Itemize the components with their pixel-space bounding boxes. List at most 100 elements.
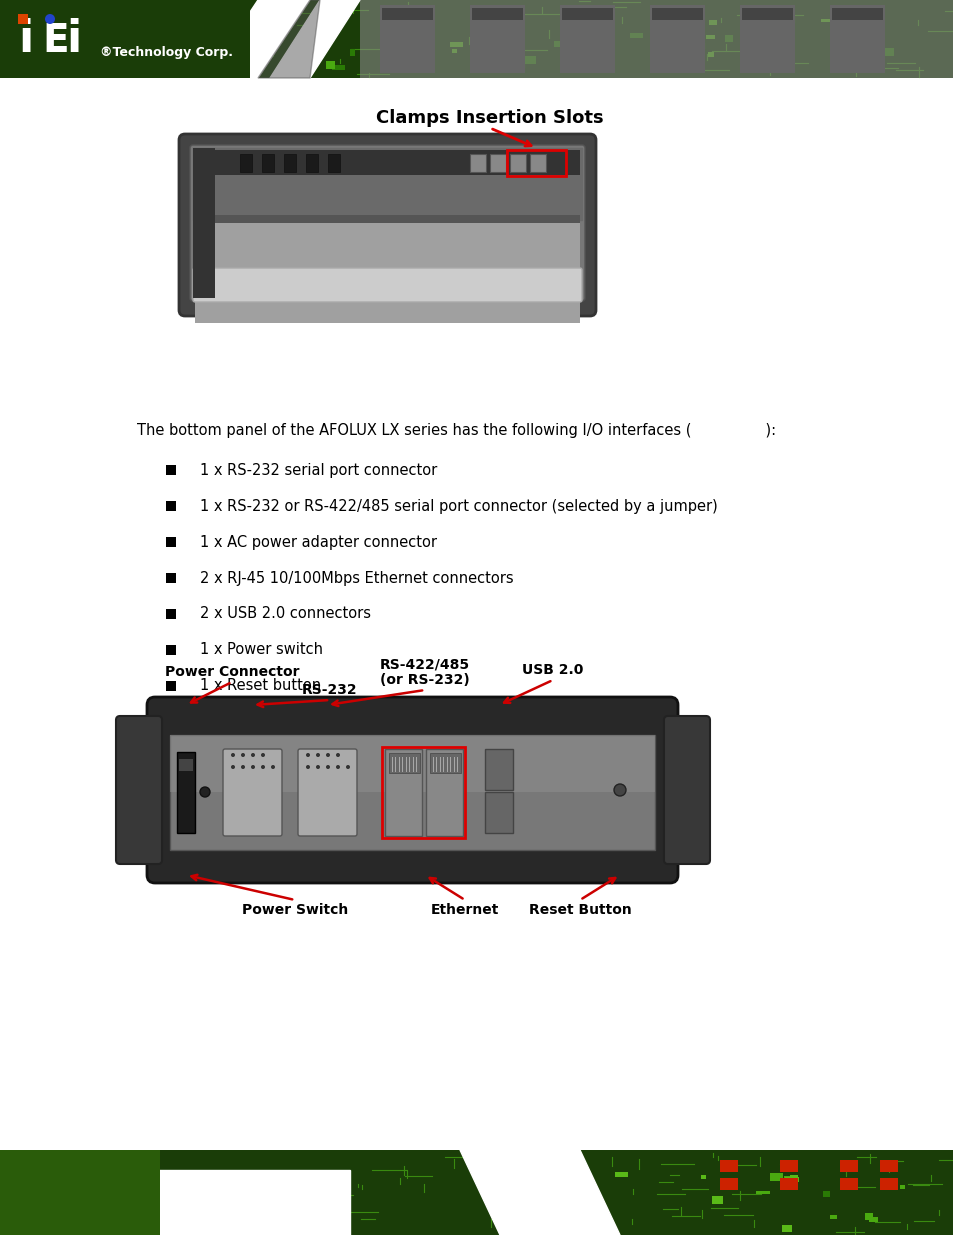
Bar [484,748,513,790]
Bar [629,33,642,37]
Bar [829,1215,836,1219]
Bar [769,1173,782,1181]
Text: USB 2.0: USB 2.0 [521,663,583,677]
Bar [546,1221,551,1225]
Bar [18,14,28,23]
Bar [879,1178,897,1191]
Bar [821,19,834,22]
Bar [602,57,610,64]
Bar [262,154,274,172]
Bar [740,5,794,73]
Bar [170,735,655,792]
FancyBboxPatch shape [223,748,282,836]
Text: RS-422/485: RS-422/485 [379,658,470,672]
Bar [707,52,714,57]
Circle shape [306,753,310,757]
Bar [881,48,893,56]
Bar [306,154,317,172]
Text: RS-232: RS-232 [302,683,357,697]
Text: 1 x Reset button: 1 x Reset button [200,678,321,694]
Polygon shape [0,1170,350,1235]
Circle shape [251,753,254,757]
Bar [0,1150,160,1235]
FancyBboxPatch shape [297,748,356,836]
FancyBboxPatch shape [147,697,678,883]
Bar [166,609,175,619]
Text: 1 x AC power adapter connector: 1 x AC power adapter connector [200,535,436,550]
Circle shape [241,764,245,769]
Bar [554,41,563,47]
Bar [879,1160,897,1172]
Text: Ethernet: Ethernet [431,903,498,918]
Bar [166,573,175,583]
Circle shape [45,14,55,23]
Bar [0,0,250,78]
Bar [899,1184,904,1189]
Circle shape [346,764,350,769]
Bar [476,26,486,32]
Bar [651,7,702,20]
Bar [649,5,704,73]
Bar [768,12,781,20]
Bar [389,753,419,773]
Circle shape [231,764,234,769]
Text: 2 x RJ-45 10/100Mbps Ethernet connectors: 2 x RJ-45 10/100Mbps Ethernet connectors [200,571,513,585]
Polygon shape [193,148,581,220]
Bar [506,149,565,177]
Bar [561,7,613,20]
Bar [341,11,345,15]
Circle shape [335,753,339,757]
Circle shape [261,764,265,769]
Bar [193,148,214,298]
Bar [452,49,456,53]
Text: Reset Button: Reset Button [528,903,631,918]
Circle shape [251,764,254,769]
Bar [470,154,485,172]
Bar [0,0,953,78]
Bar [831,7,882,20]
Circle shape [200,787,210,797]
FancyBboxPatch shape [190,144,584,301]
Bar [170,735,655,850]
Bar [708,20,716,26]
Text: ®Technology Corp.: ®Technology Corp. [100,46,233,59]
FancyBboxPatch shape [663,716,709,864]
Text: 1 x RS-232 serial port connector: 1 x RS-232 serial port connector [200,462,436,478]
Bar [705,36,714,38]
Bar [328,154,339,172]
Bar [0,1150,953,1235]
Circle shape [241,753,245,757]
Bar [843,1177,847,1182]
Bar [783,1176,793,1183]
Bar [560,1215,570,1219]
Text: Power Switch: Power Switch [242,903,348,918]
Bar [862,7,869,15]
Circle shape [326,753,330,757]
Bar [711,1197,721,1204]
Bar [788,22,793,30]
Bar [864,30,878,37]
Bar [470,5,524,73]
Bar [166,466,175,475]
Bar [166,501,175,511]
Circle shape [261,753,265,757]
Bar [501,46,509,53]
Polygon shape [206,0,310,78]
Circle shape [231,753,234,757]
Bar [194,215,579,224]
Bar [528,1198,537,1205]
Text: (or RS-232): (or RS-232) [379,673,470,687]
Bar [381,747,464,839]
Bar [840,1160,857,1172]
FancyBboxPatch shape [116,716,162,864]
Circle shape [614,784,625,797]
Circle shape [315,753,319,757]
Bar [326,62,335,69]
Bar [332,65,344,70]
Bar [789,1174,797,1181]
Bar [166,537,175,547]
Text: Clamps Insertion Slots: Clamps Insertion Slots [375,109,603,127]
Bar [741,7,792,20]
Bar [177,752,194,832]
Bar [700,1174,706,1178]
